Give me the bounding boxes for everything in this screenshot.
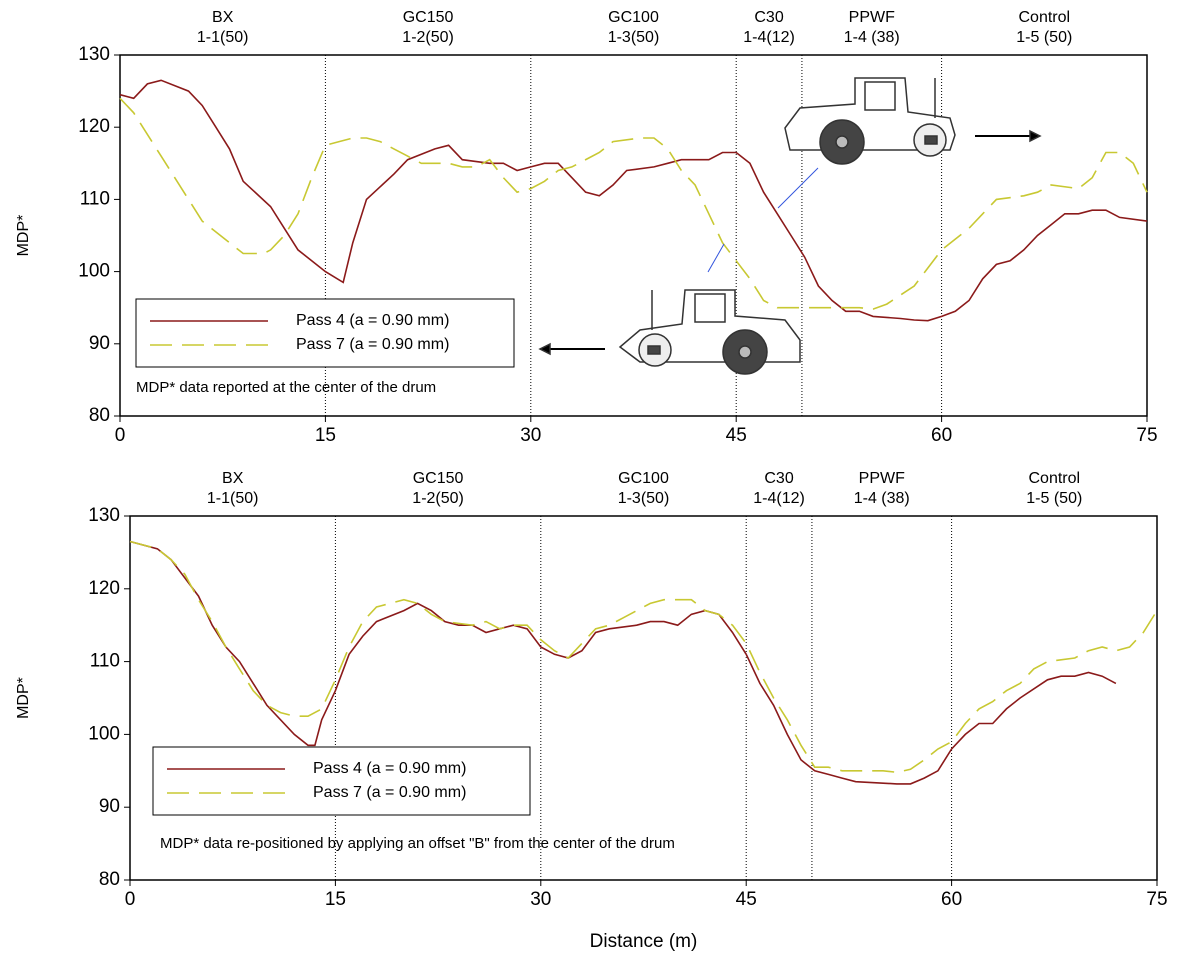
- x-tick-label: 30: [530, 889, 551, 910]
- x-tick-label: 30: [520, 425, 541, 446]
- plot-frame: [119, 54, 1148, 417]
- x-tick-label: 15: [325, 889, 346, 910]
- legend-label: Pass 4 (a = 0.90 mm): [296, 312, 449, 329]
- section-name: Control: [1029, 470, 1081, 487]
- x-tick-label: 60: [941, 889, 962, 910]
- legend-box: [135, 298, 515, 368]
- data-line: [129, 540, 1158, 774]
- y-tick-label: 110: [80, 188, 110, 209]
- section-name: PPWF: [859, 470, 905, 487]
- section-name: BX: [212, 9, 234, 26]
- y-tick-label: 120: [78, 116, 110, 137]
- section-name: GC100: [608, 9, 659, 26]
- compactor-right: [777, 77, 1042, 209]
- x-tick-label: 0: [115, 425, 126, 446]
- x-tick-label: 45: [736, 889, 757, 910]
- x-tick-label: 75: [1146, 889, 1167, 910]
- y-tick-label: 100: [78, 261, 110, 282]
- legend-box: [152, 746, 531, 816]
- section-name: PPWF: [849, 9, 895, 26]
- section-name: GC150: [413, 470, 464, 487]
- annotation: MDP* data re-positioned by applying an o…: [160, 835, 675, 852]
- data-line: [129, 540, 1117, 785]
- section-code: 1-5 (50): [1026, 490, 1082, 507]
- section-code: 1-1(50): [207, 490, 259, 507]
- y-tick-label: 110: [90, 651, 120, 672]
- section-name: Control: [1019, 9, 1071, 26]
- section-name: C30: [754, 9, 783, 26]
- y-tick-label: 90: [89, 333, 110, 354]
- section-code: 1-2(50): [412, 490, 464, 507]
- x-tick-label: 60: [931, 425, 952, 446]
- x-tick-label: 45: [726, 425, 747, 446]
- y-tick-label: 80: [89, 405, 110, 426]
- section-code: 1-3(50): [608, 29, 660, 46]
- y-tick-label: 80: [99, 869, 120, 890]
- y-axis-label: MDP*: [15, 215, 32, 257]
- y-tick-label: 120: [88, 578, 120, 599]
- section-name: C30: [764, 470, 793, 487]
- section-code: 1-2(50): [402, 29, 454, 46]
- annotation: MDP* data reported at the center of the …: [136, 379, 436, 396]
- y-tick-label: 100: [88, 723, 120, 744]
- section-code: 1-4(12): [753, 490, 805, 507]
- y-tick-label: 130: [88, 505, 120, 526]
- section-code: 1-1(50): [197, 29, 249, 46]
- section-name: GC150: [403, 9, 454, 26]
- compactor-left: [538, 243, 801, 375]
- section-code: 1-3(50): [618, 490, 670, 507]
- section-code: 1-5 (50): [1016, 29, 1072, 46]
- x-tick-label: 0: [125, 889, 136, 910]
- y-tick-label: 90: [99, 796, 120, 817]
- data-line: [119, 79, 1148, 322]
- legend-label: Pass 4 (a = 0.90 mm): [313, 760, 466, 777]
- y-axis-label: MDP*: [15, 677, 32, 719]
- legend-label: Pass 7 (a = 0.90 mm): [313, 784, 466, 801]
- section-code: 1-4(12): [743, 29, 795, 46]
- plot-frame: [129, 515, 1158, 881]
- x-tick-label: 15: [315, 425, 336, 446]
- y-tick-label: 130: [78, 44, 110, 65]
- x-axis-label: Distance (m): [590, 931, 698, 952]
- legend-label: Pass 7 (a = 0.90 mm): [296, 336, 449, 353]
- section-name: GC100: [618, 470, 669, 487]
- x-tick-label: 75: [1136, 425, 1157, 446]
- section-code: 1-4 (38): [844, 29, 900, 46]
- section-code: 1-4 (38): [854, 490, 910, 507]
- section-name: BX: [222, 470, 244, 487]
- data-line: [119, 97, 1148, 310]
